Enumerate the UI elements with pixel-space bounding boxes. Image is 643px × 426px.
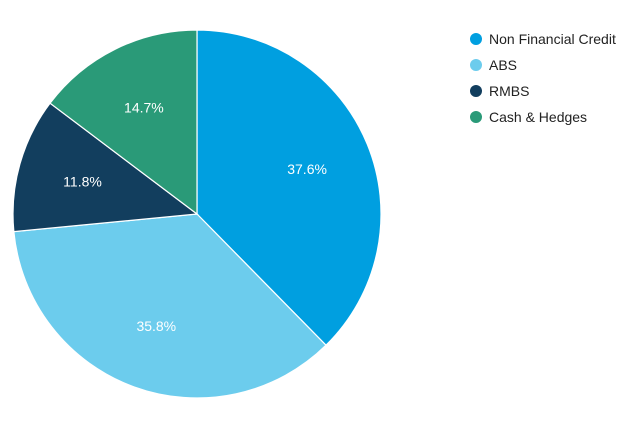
chart-legend: Non Financial Credit ABS RMBS Cash & Hed…: [470, 26, 616, 130]
data-label-abs: 35.8%: [136, 318, 176, 334]
legend-label: Non Financial Credit: [489, 31, 616, 47]
legend-swatch: [470, 85, 482, 97]
legend-label: RMBS: [489, 83, 530, 99]
legend-label: Cash & Hedges: [489, 109, 588, 125]
legend-swatch: [470, 33, 482, 45]
legend-item-non-financial-credit[interactable]: Non Financial Credit: [470, 26, 616, 52]
legend-swatch: [470, 59, 482, 71]
legend-label: ABS: [489, 57, 518, 73]
legend-item-cash-hedges[interactable]: Cash & Hedges: [470, 104, 616, 130]
pie-slice-cash-hedges[interactable]: [49, 29, 198, 216]
pie-slice-non-financial-credit[interactable]: [196, 29, 382, 347]
pie-slice-rmbs[interactable]: [12, 102, 199, 233]
data-label-non-financial-credit: 37.6%: [287, 161, 327, 177]
pie-slice-abs[interactable]: [13, 213, 327, 399]
legend-item-rmbs[interactable]: RMBS: [470, 78, 616, 104]
data-label-cash-hedges: 14.7%: [124, 100, 164, 116]
data-label-rmbs: 11.8%: [63, 174, 102, 190]
legend-swatch: [470, 111, 482, 123]
legend-item-abs[interactable]: ABS: [470, 52, 616, 78]
